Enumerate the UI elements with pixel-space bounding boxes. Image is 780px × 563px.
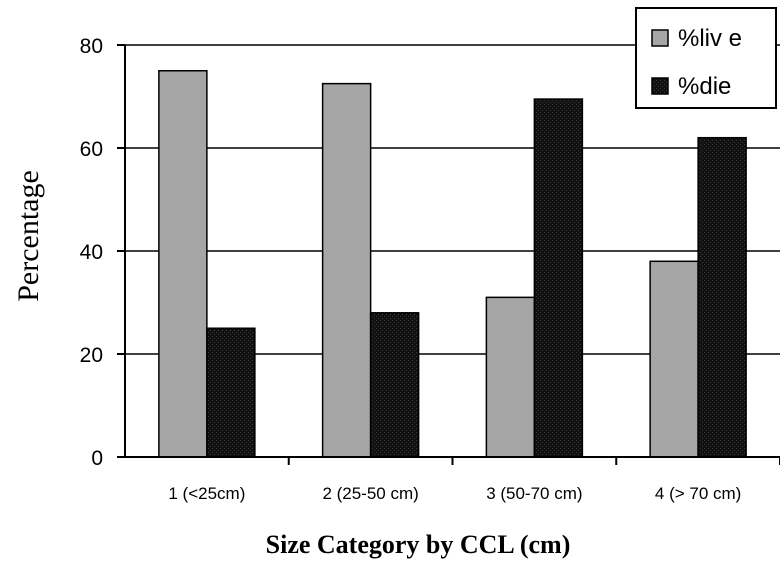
x-tick-label: 2 (25-50 cm) [322,484,418,503]
x-tick-labels: 1 (<25cm) 2 (25-50 cm) 3 (50-70 cm) 4 (> 70… [168,484,741,503]
legend-swatch-die [651,77,669,95]
x-tick-label: 1 (<25cm) [168,484,245,503]
bar-live [485,296,536,458]
y-axis-title: Percentage [12,170,45,302]
y-tick-label: 20 [80,344,103,367]
bar-die [697,136,747,458]
y-tick-label: 0 [91,447,103,470]
legend-label-die: %die [678,73,731,100]
axes [117,44,780,465]
x-axis-title: Size Category by CCL (cm) [266,530,571,559]
y-tick-label: 40 [80,241,103,264]
x-tick-label: 3 (50-70 cm) [486,484,582,503]
y-tick-labels: 0 20 40 60 80 [80,35,103,470]
bar-live [158,70,208,458]
bar-die [206,327,256,458]
bar-live [649,260,699,458]
legend-label-live: %liv e [678,25,742,52]
x-tick-label: 4 (> 70 cm) [655,484,741,503]
bar-die [369,312,420,458]
bars [158,70,747,458]
legend-swatch-live [651,29,669,47]
y-tick-label: 60 [80,138,103,161]
bar-live [321,82,372,458]
y-tick-label: 80 [80,35,103,58]
bar-die [533,98,584,458]
legend: %liv e %die [635,7,777,109]
